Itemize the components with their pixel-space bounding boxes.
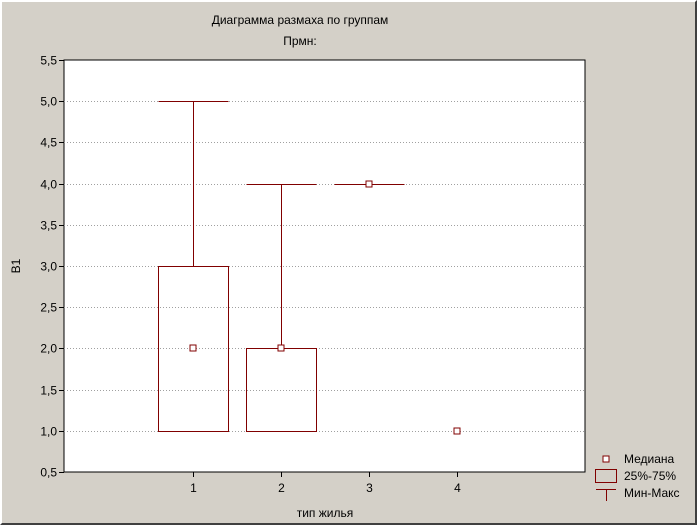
x-tick-label: 1 xyxy=(190,481,197,495)
x-axis-label: тип жилья xyxy=(297,506,354,520)
y-tick-label: 2,0 xyxy=(40,342,57,356)
y-tick-label: 0,5 xyxy=(40,466,57,480)
legend-box-symbol xyxy=(595,469,617,483)
x-tick-label: 3 xyxy=(366,481,373,495)
chart-subtitle: Прмн: xyxy=(283,34,317,48)
box-iqr xyxy=(158,266,229,432)
chart-title: Диаграмма размаха по группам xyxy=(212,13,389,27)
median-marker xyxy=(453,427,461,435)
median-marker xyxy=(277,344,285,352)
box-series xyxy=(158,101,461,435)
legend: Медиана 25%-75% Мин-Макс xyxy=(595,452,680,501)
y-tick-label: 3,0 xyxy=(40,260,57,274)
y-tick-label: 5,5 xyxy=(40,54,57,68)
legend-box-label: 25%-75% xyxy=(624,469,676,483)
y-tick-label: 1,5 xyxy=(40,384,57,398)
x-tick-label: 2 xyxy=(278,481,285,495)
y-tick-label: 2,5 xyxy=(40,301,57,315)
y-tick-label: 5,0 xyxy=(40,95,57,109)
median-marker xyxy=(189,344,197,352)
median-marker xyxy=(365,180,373,188)
y-tick-label: 4,5 xyxy=(40,136,57,150)
legend-whisker-label: Мин-Макс xyxy=(624,486,680,500)
y-axis-label: В1 xyxy=(9,258,23,273)
legend-median-symbol xyxy=(602,455,610,463)
axes: 0,5 1,0 1,5 2,0 2,5 3,0 3,5 4,0 4,5 5,0 5,5 1 2 3 4 xyxy=(40,54,461,496)
y-tick-label: 4,0 xyxy=(40,178,57,192)
y-tick-label: 1,0 xyxy=(40,425,57,439)
y-tick-label: 3,5 xyxy=(40,219,57,233)
x-tick-label: 4 xyxy=(454,481,461,495)
plot-area xyxy=(63,59,586,473)
legend-median-label: Медиана xyxy=(624,452,675,466)
